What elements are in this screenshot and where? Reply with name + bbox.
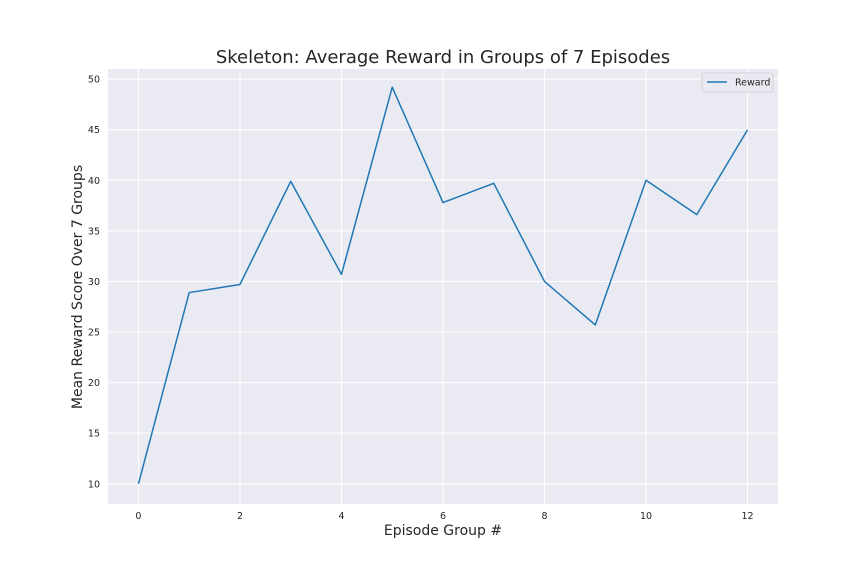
x-tick-label: 10	[640, 511, 652, 522]
x-axis-label: Episode Group #	[384, 523, 502, 539]
y-tick-label: 50	[88, 75, 100, 86]
y-tick-label: 25	[88, 328, 100, 339]
x-tick-label: 8	[541, 511, 547, 522]
x-tick-label: 6	[440, 511, 446, 522]
y-tick-labels: 10 15 20 25 30 35 40 45 50	[88, 75, 100, 491]
y-tick-label: 10	[88, 479, 100, 490]
x-tick-label: 4	[338, 511, 344, 522]
legend-box	[701, 72, 774, 93]
legend-label: Reward	[735, 78, 770, 89]
y-axis-label: Mean Reward Score Over 7 Groups	[70, 165, 86, 409]
legend: Reward	[701, 72, 774, 93]
series-group	[137, 86, 749, 484]
grid	[108, 69, 778, 504]
y-tick-label: 30	[88, 277, 100, 288]
y-tick-label: 15	[88, 429, 100, 440]
y-tick-label: 40	[88, 176, 100, 187]
x-tick-label: 2	[237, 511, 243, 522]
x-tick-label: 12	[741, 511, 753, 522]
y-tick-label: 35	[88, 226, 100, 237]
y-tick-label: 20	[88, 378, 100, 389]
x-tick-labels: 0 2 4 6 8 10 12	[135, 511, 753, 522]
y-tick-label: 45	[88, 125, 100, 136]
x-tick-label: 0	[135, 511, 141, 522]
chart-title: Skeleton: Average Reward in Groups of 7 …	[216, 47, 670, 68]
